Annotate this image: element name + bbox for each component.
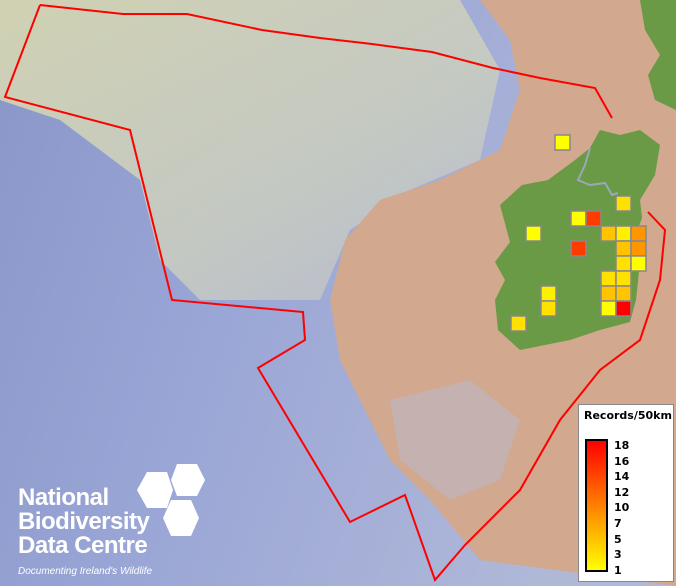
grid-cell[interactable] [600,225,617,242]
grid-cell[interactable] [510,315,527,332]
grid-cell[interactable] [630,240,647,257]
grid-cell[interactable] [615,285,632,302]
logo-line-1: National [18,484,109,511]
legend-tick-label: 14 [614,470,630,484]
grid-cell[interactable] [600,270,617,287]
grid-cell[interactable] [600,285,617,302]
legend-tick-label: 10 [614,501,630,515]
grid-cell[interactable] [615,255,632,272]
grid-cell[interactable] [630,255,647,272]
grid-cell[interactable] [540,285,557,302]
grid-cell[interactable] [570,240,587,257]
grid-cell[interactable] [525,225,542,242]
legend-tick-label: 3 [614,548,622,562]
grid-cell[interactable] [630,225,647,242]
eez-boundary-west [3,4,667,582]
grid-cell[interactable] [570,210,587,227]
grid-cell[interactable] [615,300,632,317]
porcupine-bank [390,380,520,500]
grid-cell[interactable] [615,240,632,257]
legend-tick-label: 7 [614,517,622,530]
logo-line-3: Data Centre [18,532,148,559]
legend-color-bar [585,439,608,572]
grid-cell[interactable] [540,300,557,317]
legend: Records/50km 18 16 14 12 10 7 5 3 1 [578,404,674,582]
legend-tick-label: 5 [614,532,622,546]
legend-tick-label: 12 [614,485,630,499]
logo-hexagon-icon [137,464,205,536]
grid-cells [510,134,647,332]
logo-line-2: Biodiversity [18,508,150,535]
grid-cell[interactable] [615,270,632,287]
nbdc-logo: National Biodiversity Data Centre Docume… [18,486,152,584]
grid-cell[interactable] [554,134,571,151]
legend-title: Records/50km [584,409,672,422]
legend-tick-label: 1 [614,563,622,577]
grid-cell[interactable] [585,210,602,227]
grid-cell[interactable] [615,195,632,212]
continental-shelf [0,0,500,300]
border-line [576,147,619,197]
logo-tagline: Documenting Ireland's Wildlife [18,566,153,577]
britain-land [640,0,676,110]
grid-cell[interactable] [600,300,617,317]
legend-tick-label: 16 [614,454,630,468]
legend-tick-label: 18 [614,439,630,452]
grid-cell[interactable] [615,225,632,242]
eez-boundary [39,4,613,119]
